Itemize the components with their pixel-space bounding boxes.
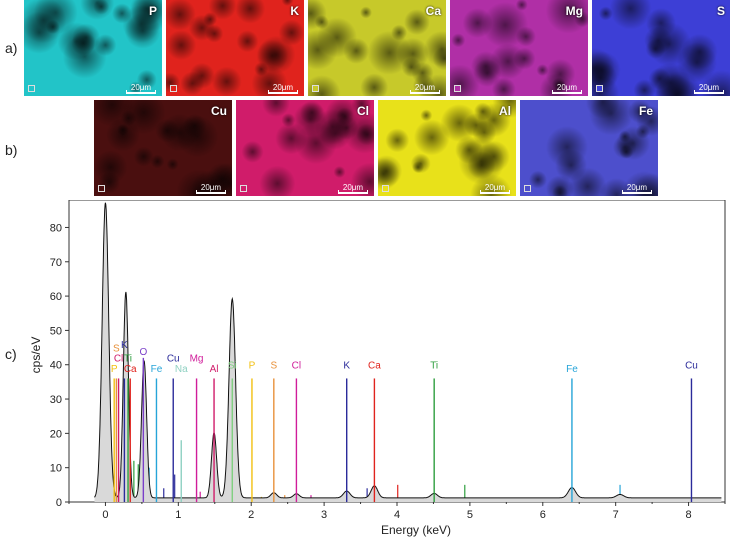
scale-bar-label: 20μm bbox=[342, 183, 364, 192]
element-map-al: Al 20μm bbox=[378, 100, 516, 196]
y-tick-label: 20 bbox=[50, 428, 62, 440]
element-line-label: P bbox=[111, 364, 118, 375]
y-tick-label: 80 bbox=[50, 222, 62, 234]
scale-bar: 20μm bbox=[622, 183, 652, 194]
panel-label-b: b) bbox=[5, 142, 18, 158]
element-map-mg: Mg 20μm bbox=[450, 0, 588, 96]
scale-bar: 20μm bbox=[480, 183, 510, 194]
element-color-swatch bbox=[312, 85, 319, 92]
scale-bar: 20μm bbox=[552, 83, 582, 94]
element-map-label: Mg bbox=[565, 4, 583, 18]
x-axis-label: Energy (keV) bbox=[381, 523, 451, 537]
element-map-ca: Ca 20μm bbox=[308, 0, 446, 96]
y-axis-label: cps/eV bbox=[29, 337, 43, 374]
element-line-label: O bbox=[139, 347, 147, 358]
scale-bar: 20μm bbox=[338, 183, 368, 194]
x-tick-label: 2 bbox=[248, 509, 254, 521]
element-line-label: Cl bbox=[292, 361, 301, 372]
scale-bar: 20μm bbox=[196, 183, 226, 194]
element-line-label: Mg bbox=[190, 354, 204, 365]
x-tick-label: 0 bbox=[102, 509, 108, 521]
element-line-label: Cu bbox=[685, 361, 698, 372]
element-color-swatch bbox=[596, 85, 603, 92]
scale-bar: 20μm bbox=[410, 83, 440, 94]
scale-bar-label: 20μm bbox=[414, 83, 436, 92]
plot-frame bbox=[68, 200, 726, 503]
element-map-label: Fe bbox=[638, 104, 653, 118]
scale-bar: 20μm bbox=[126, 83, 156, 94]
element-line-label: K bbox=[121, 340, 128, 351]
scale-bar-label: 20μm bbox=[200, 183, 222, 192]
element-color-swatch bbox=[454, 85, 461, 92]
element-map-fe: Fe 20μm bbox=[520, 100, 658, 196]
element-line-label: Cl bbox=[114, 354, 123, 365]
element-line-label: Si bbox=[228, 361, 237, 372]
element-map-label: K bbox=[290, 4, 299, 18]
element-line-label: Ca bbox=[368, 361, 381, 372]
element-line-label: Ca bbox=[124, 364, 137, 375]
element-map-label: P bbox=[148, 4, 157, 18]
element-color-swatch bbox=[524, 185, 531, 192]
element-map-s: S 20μm bbox=[592, 0, 730, 96]
element-map-cu: Cu 20μm bbox=[94, 100, 232, 196]
element-line-label: S bbox=[270, 361, 277, 372]
scale-bar: 20μm bbox=[268, 83, 298, 94]
element-map-k: K 20μm bbox=[166, 0, 304, 96]
x-tick-label: 8 bbox=[685, 509, 691, 521]
scale-bar-label: 20μm bbox=[130, 83, 152, 92]
x-tick-label: 5 bbox=[467, 509, 473, 521]
element-line-label: Cu bbox=[167, 354, 180, 365]
y-tick-label: 50 bbox=[50, 325, 62, 337]
element-color-swatch bbox=[382, 185, 389, 192]
x-tick-label: 3 bbox=[321, 509, 327, 521]
x-tick-label: 7 bbox=[613, 509, 619, 521]
spectrum-line bbox=[94, 202, 722, 499]
y-tick-label: 0 bbox=[56, 497, 62, 509]
scale-bar-label: 20μm bbox=[626, 183, 648, 192]
scale-bar-label: 20μm bbox=[272, 83, 294, 92]
element-line-label: Al bbox=[210, 364, 219, 375]
element-line-label: Ti bbox=[430, 361, 438, 372]
element-map-label: Al bbox=[499, 104, 511, 118]
element-line-label: S bbox=[113, 343, 120, 354]
element-map-p: P 20μm bbox=[24, 0, 162, 96]
y-tick-label: 70 bbox=[50, 257, 62, 269]
element-map-cl: Cl 20μm bbox=[236, 100, 374, 196]
scale-bar-label: 20μm bbox=[484, 183, 506, 192]
element-line-label: Ti bbox=[124, 354, 132, 365]
element-line-label: Fe bbox=[151, 364, 163, 375]
scale-bar: 20μm bbox=[694, 83, 724, 94]
element-line-label: Fe bbox=[566, 364, 578, 375]
element-color-swatch bbox=[28, 85, 35, 92]
spectrum-fill bbox=[94, 202, 722, 502]
scale-bar-label: 20μm bbox=[698, 83, 720, 92]
x-tick-label: 1 bbox=[175, 509, 181, 521]
element-map-label: Cu bbox=[211, 104, 227, 118]
scale-bar-label: 20μm bbox=[556, 83, 578, 92]
element-map-label: Cl bbox=[357, 104, 369, 118]
panel-label-c: c) bbox=[5, 346, 17, 362]
y-tick-label: 60 bbox=[50, 291, 62, 303]
element-line-label: Na bbox=[175, 364, 188, 375]
panel-label-a: a) bbox=[5, 40, 18, 56]
x-tick-label: 4 bbox=[394, 509, 400, 521]
y-tick-label: 30 bbox=[50, 394, 62, 406]
element-map-label: Ca bbox=[425, 4, 441, 18]
element-color-swatch bbox=[240, 185, 247, 192]
element-color-swatch bbox=[170, 85, 177, 92]
y-tick-label: 10 bbox=[50, 463, 62, 475]
element-line-label: K bbox=[343, 361, 350, 372]
x-tick-label: 6 bbox=[540, 509, 546, 521]
element-color-swatch bbox=[98, 185, 105, 192]
element-line-label: P bbox=[249, 361, 256, 372]
y-tick-label: 40 bbox=[50, 360, 62, 372]
element-map-label: S bbox=[716, 4, 725, 18]
